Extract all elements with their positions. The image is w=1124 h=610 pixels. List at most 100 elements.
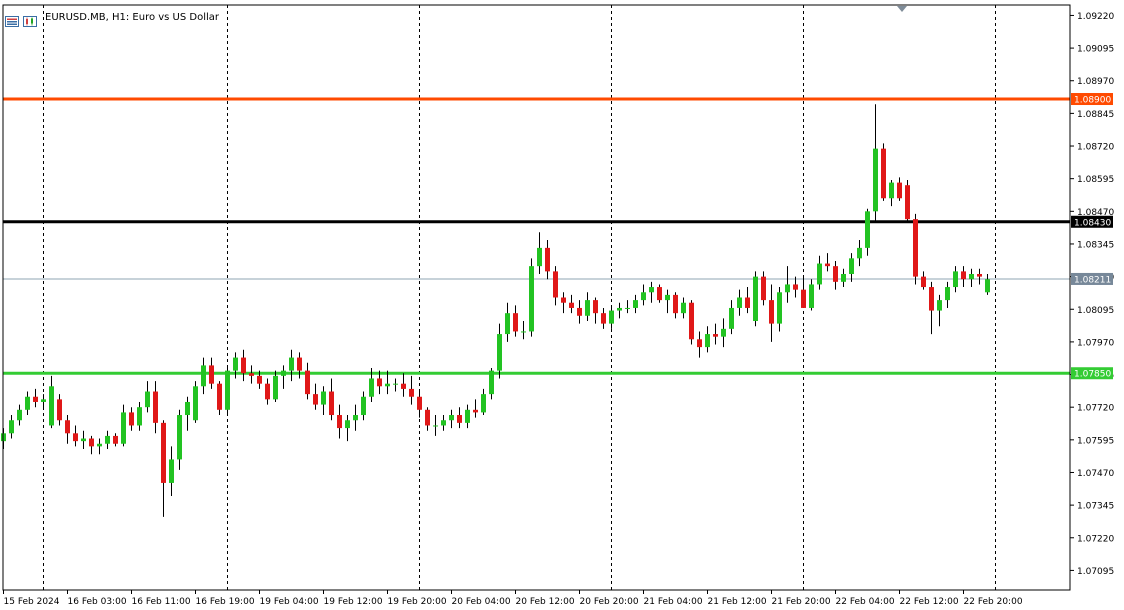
x-tick-label: 16 Feb 11:00: [132, 597, 191, 607]
candle: [57, 394, 62, 426]
bull-candle-body: [497, 334, 502, 371]
level-price-label-bg: [1071, 215, 1113, 228]
y-tick-label: 1.07970: [1077, 338, 1114, 348]
bear-candle-body: [657, 287, 662, 301]
candle: [465, 404, 470, 429]
candle: [897, 177, 902, 201]
level-price-label: 1.08900: [1074, 96, 1111, 106]
candle: [553, 266, 558, 306]
bear-candle-body: [961, 271, 966, 280]
candle: [969, 268, 974, 288]
bear-candle-body: [249, 373, 254, 376]
candle: [513, 305, 518, 337]
bull-candle-body: [273, 375, 278, 400]
candle: [945, 281, 950, 308]
candle: [673, 292, 678, 319]
bear-candle-body: [881, 148, 886, 199]
candle: [161, 420, 166, 517]
bull-candle-body: [433, 425, 438, 427]
candle: [865, 208, 870, 256]
candle: [921, 271, 926, 290]
y-tick-label: 1.08470: [1077, 208, 1114, 218]
x-tick-label: 19 Feb 12:00: [324, 597, 383, 607]
bull-candle-body: [353, 415, 358, 421]
bear-candle-body: [513, 313, 518, 332]
y-tick-label: 1.09095: [1077, 45, 1114, 55]
candle: [169, 446, 174, 496]
candle: [593, 297, 598, 324]
candle: [873, 104, 878, 222]
candle: [217, 381, 222, 416]
bear-candle-body: [745, 297, 750, 308]
bull-candle-body: [529, 266, 534, 332]
bull-candle-body: [937, 300, 942, 311]
bear-candle-body: [89, 438, 94, 447]
bull-candle-body: [137, 407, 142, 426]
candle: [649, 281, 654, 303]
bear-candle-body: [377, 378, 382, 387]
bull-candle-body: [849, 258, 854, 274]
bull-candle-body: [177, 415, 182, 460]
y-tick-label: 1.09220: [1077, 12, 1114, 22]
candle: [289, 349, 294, 382]
y-tick-label: 1.08595: [1077, 175, 1114, 185]
y-tick-label: 1.08345: [1077, 240, 1114, 250]
bear-candle-body: [241, 357, 246, 374]
bull-candle-body: [345, 420, 350, 429]
bull-candle-body: [681, 302, 686, 314]
candle: [705, 326, 710, 353]
bull-candle-body: [889, 182, 894, 199]
candlestick-icon[interactable]: [23, 12, 37, 27]
bull-candle-body: [609, 310, 614, 324]
x-tick-label: 21 Feb 20:00: [772, 597, 831, 607]
bear-candle-body: [553, 271, 558, 298]
bull-candle-body: [281, 370, 286, 376]
bull-candle-body: [649, 287, 654, 293]
bear-candle-body: [801, 289, 806, 308]
candle: [153, 381, 158, 434]
candle: [41, 394, 46, 410]
bull-candle-body: [985, 279, 990, 293]
candle: [841, 268, 846, 288]
bull-candle-body: [521, 331, 526, 333]
bear-candle-body: [257, 375, 262, 384]
candle: [281, 365, 286, 389]
bull-candle-body: [385, 383, 390, 387]
bull-candle-body: [729, 307, 734, 329]
y-tick-label: 1.07220: [1077, 534, 1114, 544]
bear-candle-body: [217, 383, 222, 410]
bear-candle-body: [65, 420, 70, 434]
session-separators: [43, 5, 996, 590]
bear-candle-body: [33, 396, 38, 402]
chart-menu-icon[interactable]: [5, 12, 19, 27]
y-tick-label: 1.07470: [1077, 469, 1114, 479]
candle: [913, 213, 918, 285]
bull-candle-body: [121, 412, 126, 444]
bear-candle-body: [545, 247, 550, 272]
bull-candle-body: [369, 378, 374, 397]
candle: [801, 276, 806, 308]
bear-candle-body: [793, 284, 798, 290]
bull-candle-body: [185, 401, 190, 416]
candle: [433, 415, 438, 436]
bear-candle-body: [897, 182, 902, 199]
candle: [889, 179, 894, 207]
candle: [881, 143, 886, 201]
candle: [561, 292, 566, 314]
bear-candle-body: [57, 399, 62, 421]
candle: [65, 415, 70, 444]
bull-candle-body: [449, 415, 454, 421]
candle: [361, 391, 366, 421]
candle: [9, 415, 14, 439]
bear-candle-body: [761, 276, 766, 301]
candle: [697, 331, 702, 358]
candle: [145, 381, 150, 413]
bull-candle-body: [857, 247, 862, 259]
y-tick-label: 1.07345: [1077, 502, 1114, 512]
candle: [617, 302, 622, 319]
candle: [305, 362, 310, 400]
candle: [665, 289, 670, 314]
bull-candle-body: [193, 386, 198, 421]
